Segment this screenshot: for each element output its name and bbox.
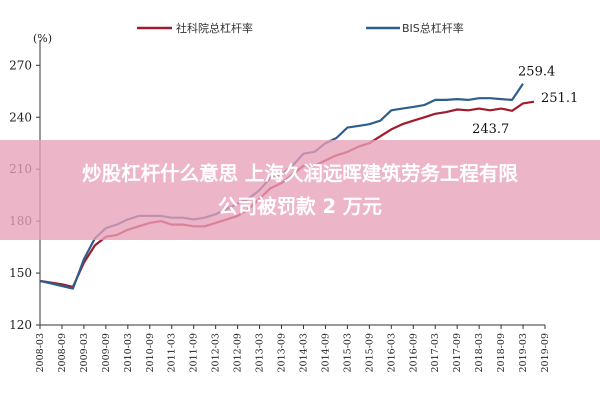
x-tick-label: 2013-09 xyxy=(277,333,288,372)
x-tick-label: 2008-09 xyxy=(57,333,68,372)
x-tick-label: 2016-09 xyxy=(408,333,419,372)
x-tick-label: 2017-03 xyxy=(430,333,441,372)
x-tick-label: 2011-09 xyxy=(189,333,200,372)
annotation-243-7: 243.7 xyxy=(472,122,509,137)
y-tick-label: 150 xyxy=(9,266,32,280)
x-axis-ticks: 2008-03 2008-09 2009-03 2009-09 2010-03 2010-… xyxy=(35,325,551,372)
y-tick-label: 270 xyxy=(9,58,32,72)
x-tick-label: 2009-09 xyxy=(101,333,112,372)
headline-line-1: 炒股杠杆什么意思 上海久润远晖建筑劳务工程有限 xyxy=(82,162,518,185)
x-tick-label: 2019-03 xyxy=(518,333,529,372)
x-tick-label: 2014-09 xyxy=(320,333,331,372)
legend-label-cass: 社科院总杠杆率 xyxy=(176,21,253,35)
x-tick-label: 2011-03 xyxy=(167,333,178,372)
y-unit-label: (%) xyxy=(33,32,52,45)
y-tick-label: 240 xyxy=(9,110,32,124)
x-tick-label: 2015-03 xyxy=(342,333,353,372)
legend-label-bis: BIS总杠杆率 xyxy=(402,21,464,35)
x-tick-label: 2014-03 xyxy=(298,333,309,372)
legend: 社科院总杠杆率 BIS总杠杆率 xyxy=(137,21,464,35)
x-tick-label: 2008-03 xyxy=(35,333,46,372)
x-tick-label: 2013-03 xyxy=(255,333,266,372)
x-tick-label: 2015-09 xyxy=(364,333,375,372)
value-annotations: 259.4 251.1 243.7 xyxy=(472,65,578,137)
x-tick-label: 2010-03 xyxy=(123,333,134,372)
x-tick-label: 2012-09 xyxy=(233,333,244,372)
x-tick-label: 2018-09 xyxy=(496,333,507,372)
x-tick-label: 2019-09 xyxy=(540,333,551,372)
x-tick-label: 2010-09 xyxy=(145,333,156,372)
annotation-251-1: 251.1 xyxy=(541,91,578,106)
x-tick-label: 2012-03 xyxy=(211,333,222,372)
x-tick-label: 2017-09 xyxy=(452,333,463,372)
x-tick-label: 2009-03 xyxy=(79,333,90,372)
x-tick-label: 2018-03 xyxy=(474,333,485,372)
x-tick-label: 2016-03 xyxy=(386,333,397,372)
headline-overlay: 炒股杠杆什么意思 上海久润远晖建筑劳务工程有限 公司被罚款 2 万元 xyxy=(0,140,600,240)
headline-line-2: 公司被罚款 2 万元 xyxy=(218,195,382,218)
annotation-259-4: 259.4 xyxy=(518,65,555,80)
y-tick-label: 120 xyxy=(9,318,32,332)
